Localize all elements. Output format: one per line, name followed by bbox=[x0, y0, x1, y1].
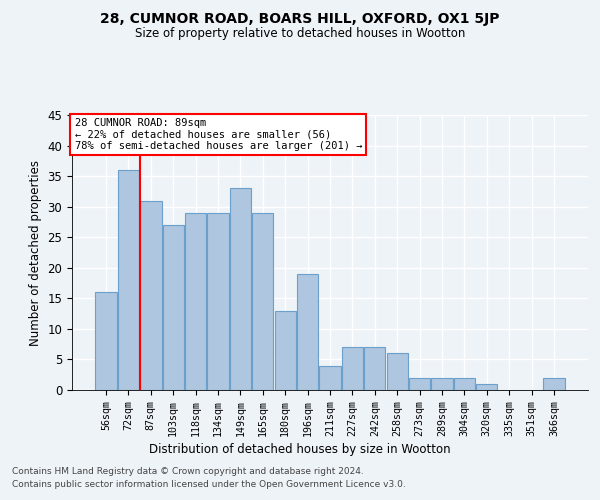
Bar bbox=[118, 170, 139, 390]
Bar bbox=[409, 378, 430, 390]
Bar bbox=[95, 292, 117, 390]
Bar bbox=[364, 347, 385, 390]
Bar bbox=[297, 274, 318, 390]
Text: Distribution of detached houses by size in Wootton: Distribution of detached houses by size … bbox=[149, 442, 451, 456]
Text: Contains HM Land Registry data © Crown copyright and database right 2024.: Contains HM Land Registry data © Crown c… bbox=[12, 468, 364, 476]
Text: 28, CUMNOR ROAD, BOARS HILL, OXFORD, OX1 5JP: 28, CUMNOR ROAD, BOARS HILL, OXFORD, OX1… bbox=[100, 12, 500, 26]
Bar bbox=[163, 225, 184, 390]
Bar bbox=[275, 310, 296, 390]
Bar bbox=[476, 384, 497, 390]
Text: Contains public sector information licensed under the Open Government Licence v3: Contains public sector information licen… bbox=[12, 480, 406, 489]
Text: 28 CUMNOR ROAD: 89sqm
← 22% of detached houses are smaller (56)
78% of semi-deta: 28 CUMNOR ROAD: 89sqm ← 22% of detached … bbox=[74, 118, 362, 151]
Bar bbox=[140, 200, 161, 390]
Bar bbox=[319, 366, 341, 390]
Bar bbox=[543, 378, 565, 390]
Bar bbox=[185, 213, 206, 390]
Bar bbox=[342, 347, 363, 390]
Bar bbox=[431, 378, 452, 390]
Bar bbox=[386, 354, 408, 390]
Bar bbox=[208, 213, 229, 390]
Y-axis label: Number of detached properties: Number of detached properties bbox=[29, 160, 42, 346]
Bar bbox=[252, 213, 274, 390]
Bar bbox=[454, 378, 475, 390]
Text: Size of property relative to detached houses in Wootton: Size of property relative to detached ho… bbox=[135, 28, 465, 40]
Bar bbox=[230, 188, 251, 390]
